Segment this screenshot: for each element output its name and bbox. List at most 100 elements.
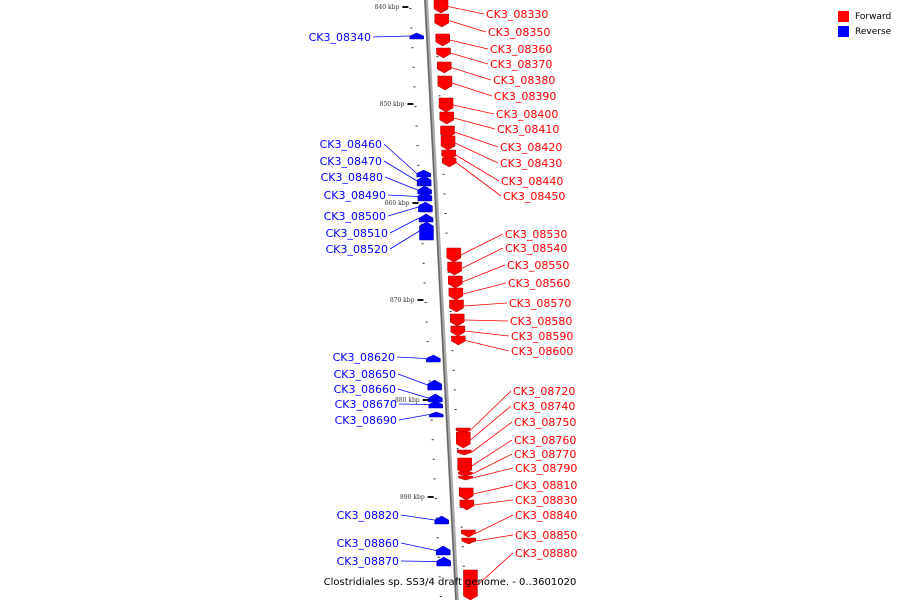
- forward-gene-label: CK3_08760: [514, 434, 576, 447]
- forward-gene-label: CK3_08360: [490, 43, 552, 56]
- minor-tick: [442, 173, 445, 175]
- minor-tick: [428, 380, 431, 382]
- minor-tick: [431, 439, 434, 441]
- minor-tick: [413, 86, 416, 88]
- reverse-leader-line: [400, 560, 437, 562]
- forward-leader-line: [475, 514, 514, 534]
- forward-gene-label: CK3_08400: [496, 108, 558, 121]
- forward-gene-shape: [461, 529, 476, 538]
- legend: Forward Reverse: [838, 9, 891, 39]
- forward-gene-label: CK3_08440: [501, 175, 563, 188]
- major-tick: [407, 103, 414, 105]
- minor-tick: [435, 517, 438, 519]
- minor-tick: [415, 125, 418, 127]
- minor-tick: [439, 596, 442, 597]
- forward-leader-line: [464, 330, 510, 337]
- minor-tick: [425, 321, 428, 323]
- forward-gene-shape: [436, 61, 452, 74]
- major-tick: [427, 496, 434, 498]
- reverse-gene-label: CK3_08500: [324, 210, 386, 223]
- minor-tick: [424, 302, 427, 303]
- major-tick: [412, 202, 419, 204]
- reverse-gene-label: CK3_08690: [335, 414, 397, 427]
- forward-leader-line: [477, 552, 514, 586]
- minor-tick: [437, 556, 440, 558]
- forward-gene-label: CK3_08840: [515, 509, 577, 522]
- forward-gene-label: CK3_08450: [503, 190, 565, 203]
- forward-gene-shape: [451, 335, 466, 346]
- forward-leader-line: [473, 499, 514, 506]
- forward-gene-shape: [458, 471, 473, 477]
- reverse-gene-shape: [426, 354, 441, 363]
- minor-tick: [409, 8, 412, 9]
- reverse-gene-shape: [429, 411, 444, 418]
- forward-gene-label: CK3_08830: [515, 494, 577, 507]
- reverse-leader-line: [389, 230, 420, 250]
- minor-tick: [445, 232, 448, 234]
- forward-gene-label: CK3_08330: [486, 8, 548, 21]
- minor-tick: [456, 448, 459, 450]
- backbone-line: [424, 0, 457, 600]
- tick-label: 850 kbp: [380, 101, 405, 108]
- minor-tick: [438, 95, 441, 97]
- forward-gene-label: CK3_08810: [515, 479, 577, 492]
- minor-tick: [453, 389, 456, 391]
- minor-tick: [410, 27, 413, 29]
- minor-tick: [459, 507, 462, 508]
- reverse-leader-line: [396, 356, 427, 359]
- legend-label-forward: Forward: [855, 11, 892, 22]
- reverse-leader-line: [387, 194, 418, 197]
- minor-tick: [452, 369, 455, 371]
- reverse-leader-line: [383, 143, 418, 174]
- minor-tick: [432, 458, 435, 460]
- reverse-gene-label: CK3_08860: [337, 537, 399, 550]
- minor-tick: [449, 311, 452, 312]
- legend-label-reverse: Reverse: [855, 26, 892, 37]
- minor-tick: [422, 262, 425, 264]
- forward-gene-shape: [458, 475, 473, 481]
- reverse-gene-label: CK3_08670: [335, 398, 397, 411]
- forward-gene-shape: [439, 111, 455, 125]
- forward-leader-line: [451, 67, 492, 81]
- forward-gene-label: CK3_08530: [505, 228, 567, 241]
- reverse-leader-line: [384, 176, 418, 191]
- reverse-gene-shape: [428, 393, 443, 403]
- minor-tick: [440, 134, 443, 136]
- forward-gene-label: CK3_08390: [494, 90, 556, 103]
- reverse-gene-shape: [418, 201, 433, 213]
- reverse-leader-line: [387, 206, 419, 217]
- reverse-gene-label: CK3_08650: [334, 368, 396, 381]
- tick-label: 890 kbp: [400, 494, 425, 501]
- minor-tick: [420, 223, 423, 225]
- forward-gene-label: CK3_08720: [513, 385, 575, 398]
- minor-tick: [421, 243, 424, 245]
- forward-leader-line: [452, 104, 495, 115]
- forward-gene-shape: [449, 313, 465, 327]
- forward-gene-label: CK3_08570: [509, 297, 571, 310]
- reverse-gene-label: CK3_08660: [334, 383, 396, 396]
- reverse-leader-line: [398, 414, 430, 421]
- reverse-gene-shape: [435, 545, 451, 556]
- forward-gene-label: CK3_08750: [514, 416, 576, 429]
- forward-gene-shape: [448, 275, 463, 289]
- forward-gene-label: CK3_08420: [500, 141, 562, 154]
- reverse-leader-line: [400, 542, 437, 551]
- forward-gene-label: CK3_08380: [493, 74, 555, 87]
- reverse-leader-line: [389, 217, 420, 234]
- forward-leader-line: [471, 421, 513, 453]
- forward-leader-line: [449, 39, 489, 50]
- reverse-gene-shape: [427, 379, 442, 391]
- minor-tick: [417, 164, 420, 166]
- forward-gene-shape: [438, 97, 454, 113]
- major-tick: [422, 399, 429, 401]
- tick-label: 860 kbp: [385, 200, 410, 207]
- forward-gene-label: CK3_08600: [511, 345, 573, 358]
- forward-gene-shape: [456, 431, 471, 449]
- forward-gene-label: CK3_08790: [515, 462, 577, 475]
- minor-tick: [443, 193, 446, 195]
- forward-gene-shape: [449, 299, 464, 313]
- forward-gene-shape: [448, 287, 464, 301]
- minor-tick: [436, 537, 439, 539]
- forward-gene-shape: [447, 261, 462, 276]
